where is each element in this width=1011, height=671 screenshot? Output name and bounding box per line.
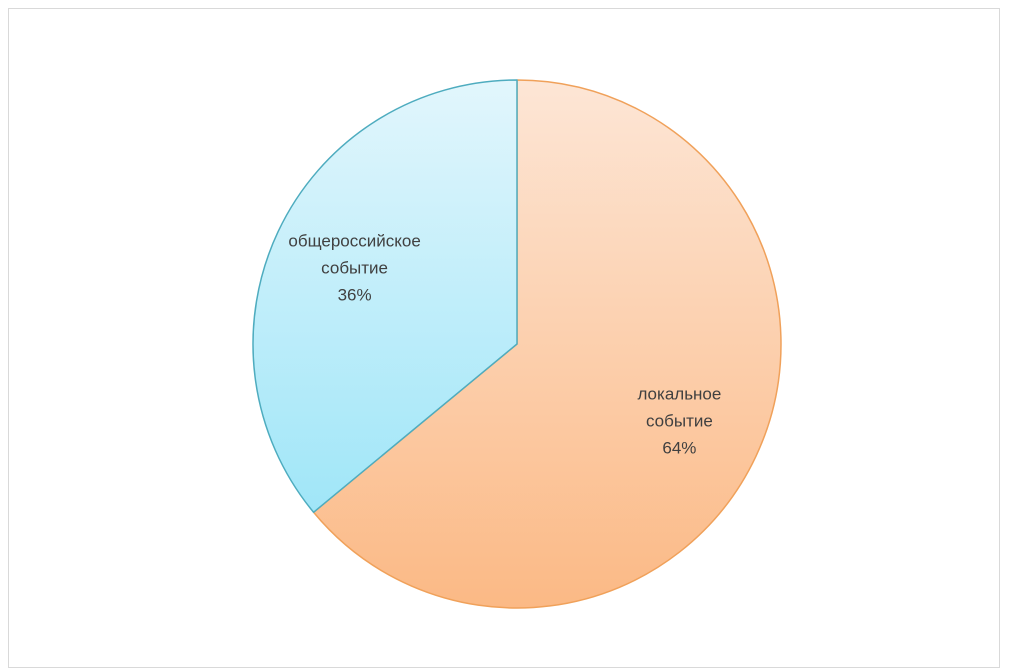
data-label-local-event: локальное событие 64%	[637, 384, 721, 457]
pie-slice-national-event	[252, 79, 518, 514]
pie-slices	[252, 79, 782, 609]
pie-slice-local-event	[312, 79, 782, 609]
pie-data-labels: локальное событие 64% общероссийское событие…	[288, 232, 721, 458]
data-label-national-event: общероссийское событие 36%	[288, 232, 420, 305]
